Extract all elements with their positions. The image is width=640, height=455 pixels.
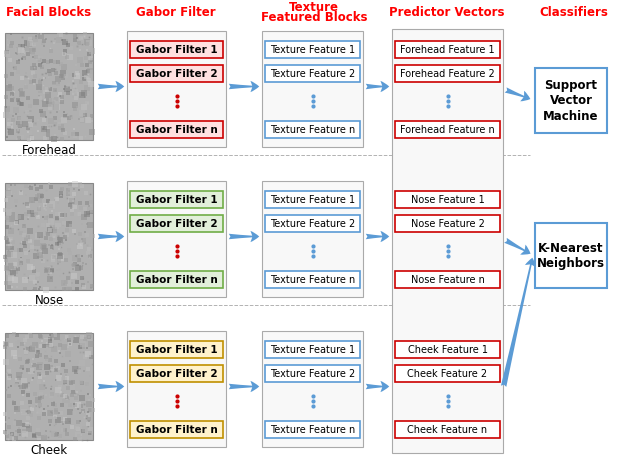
Bar — [5, 333, 93, 440]
Bar — [130, 341, 223, 358]
Text: Forehead Feature 2: Forehead Feature 2 — [400, 69, 495, 79]
Bar — [265, 121, 360, 138]
Bar — [265, 271, 360, 288]
Bar — [130, 420, 223, 438]
Text: Gabor Filter 1: Gabor Filter 1 — [136, 195, 218, 205]
Text: Featured Blocks: Featured Blocks — [260, 10, 367, 24]
Bar — [130, 271, 223, 288]
Text: Forehead Feature 1: Forehead Feature 1 — [400, 45, 495, 55]
Text: Texture: Texture — [289, 0, 339, 14]
Bar — [395, 191, 500, 208]
Text: Gabor Filter n: Gabor Filter n — [136, 274, 218, 284]
Bar — [265, 66, 360, 82]
Bar — [535, 68, 607, 133]
Bar — [395, 420, 500, 438]
Text: Cheek: Cheek — [31, 444, 68, 455]
Bar — [130, 191, 223, 208]
Bar — [127, 331, 226, 447]
Bar — [265, 365, 360, 382]
Bar — [262, 32, 363, 148]
Bar — [395, 215, 500, 232]
Bar — [265, 341, 360, 358]
Text: Gabor Filter: Gabor Filter — [136, 5, 216, 19]
Bar — [395, 341, 500, 358]
Bar — [127, 182, 226, 298]
Text: Texture Feature n: Texture Feature n — [270, 125, 355, 135]
Text: Texture Feature 2: Texture Feature 2 — [270, 218, 355, 228]
Bar — [265, 420, 360, 438]
Text: Nose Feature 2: Nose Feature 2 — [411, 218, 484, 228]
Text: Nose: Nose — [35, 294, 63, 307]
Text: Support
Vector
Machine: Support Vector Machine — [543, 79, 599, 122]
Text: Cheek Feature 2: Cheek Feature 2 — [408, 368, 488, 378]
Bar — [130, 66, 223, 82]
Text: Forehead Feature n: Forehead Feature n — [400, 125, 495, 135]
Bar — [130, 365, 223, 382]
Text: Gabor Filter n: Gabor Filter n — [136, 125, 218, 135]
Text: Texture Feature 2: Texture Feature 2 — [270, 368, 355, 378]
Bar — [5, 184, 93, 290]
Text: Texture Feature 1: Texture Feature 1 — [270, 45, 355, 55]
Text: Texture Feature 1: Texture Feature 1 — [270, 344, 355, 354]
Bar — [130, 121, 223, 138]
Bar — [5, 34, 93, 141]
Text: Forehead: Forehead — [22, 144, 76, 157]
Bar — [395, 271, 500, 288]
Text: Gabor Filter 1: Gabor Filter 1 — [136, 45, 218, 55]
Text: Cheek Feature n: Cheek Feature n — [408, 424, 488, 434]
Text: Texture Feature n: Texture Feature n — [270, 424, 355, 434]
Bar — [130, 41, 223, 58]
Bar — [395, 66, 500, 82]
Text: Texture Feature 1: Texture Feature 1 — [270, 195, 355, 205]
Bar — [265, 191, 360, 208]
Bar — [265, 215, 360, 232]
Text: Classifiers: Classifiers — [540, 5, 609, 19]
Text: Gabor Filter 2: Gabor Filter 2 — [136, 368, 218, 378]
Text: Cheek Feature 1: Cheek Feature 1 — [408, 344, 488, 354]
Text: Nose Feature 1: Nose Feature 1 — [411, 195, 484, 205]
Bar — [395, 41, 500, 58]
Bar — [535, 223, 607, 288]
Text: Nose Feature n: Nose Feature n — [411, 274, 484, 284]
Text: Texture Feature 2: Texture Feature 2 — [270, 69, 355, 79]
Text: Gabor Filter n: Gabor Filter n — [136, 424, 218, 434]
Text: Gabor Filter 1: Gabor Filter 1 — [136, 344, 218, 354]
Text: Facial Blocks: Facial Blocks — [6, 5, 92, 19]
Bar — [127, 32, 226, 148]
Bar — [130, 215, 223, 232]
Bar — [395, 121, 500, 138]
Text: Gabor Filter 2: Gabor Filter 2 — [136, 218, 218, 228]
Bar — [395, 365, 500, 382]
Text: Texture Feature n: Texture Feature n — [270, 274, 355, 284]
Text: Predictor Vectors: Predictor Vectors — [389, 5, 505, 19]
Text: Gabor Filter 2: Gabor Filter 2 — [136, 69, 218, 79]
Bar — [392, 30, 503, 453]
Bar — [262, 331, 363, 447]
Text: K-Nearest
Neighbors: K-Nearest Neighbors — [537, 242, 605, 269]
Bar — [262, 182, 363, 298]
Bar — [265, 41, 360, 58]
